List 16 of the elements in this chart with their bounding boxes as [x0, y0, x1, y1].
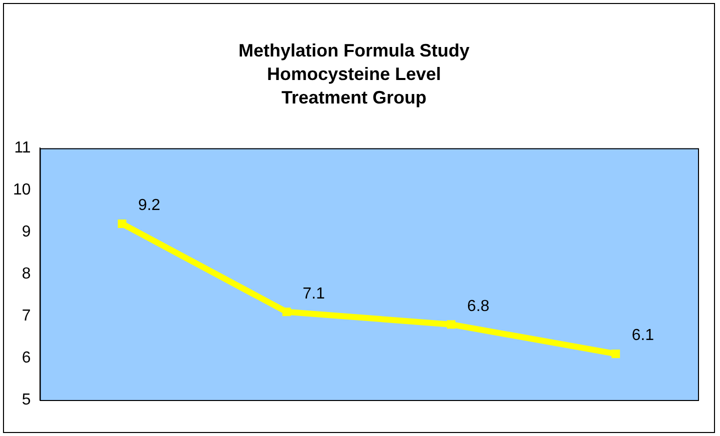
point	[282, 308, 291, 316]
y-tick-label: 11	[14, 140, 31, 157]
y-tick-label: 7	[22, 307, 31, 324]
data-label: 6.1	[632, 327, 654, 344]
data-label: 9.2	[138, 197, 160, 214]
y-tick-label: 10	[13, 182, 31, 199]
data-label: 6.8	[467, 298, 490, 315]
point	[446, 320, 456, 329]
y-tick-label: 6	[22, 349, 31, 366]
point	[611, 350, 620, 358]
point	[118, 220, 126, 228]
y-tick-label: 8	[22, 266, 31, 283]
chart-title: Methylation Formula Study Homocysteine Level Treatment Group	[238, 40, 470, 108]
y-tick-label: 5	[22, 391, 31, 408]
data-label: 7.1	[302, 285, 325, 302]
y-tick-label: 9	[22, 224, 31, 241]
